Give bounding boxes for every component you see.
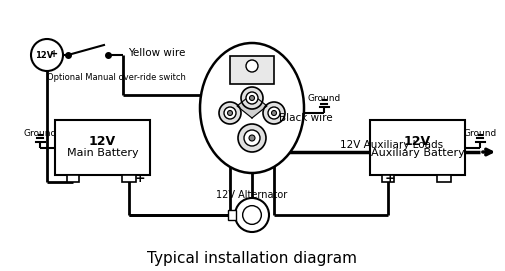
Circle shape: [238, 124, 266, 152]
Circle shape: [272, 111, 277, 115]
Circle shape: [244, 130, 260, 146]
Circle shape: [268, 107, 280, 119]
Circle shape: [249, 95, 255, 101]
Bar: [230, 56, 274, 84]
Bar: [55, 120, 150, 175]
Circle shape: [31, 39, 63, 71]
Bar: [122, 175, 136, 182]
Circle shape: [263, 102, 285, 124]
Text: 12V: 12V: [404, 135, 431, 148]
Circle shape: [235, 198, 269, 232]
Text: 12V Alternator: 12V Alternator: [216, 190, 288, 200]
Text: Ground: Ground: [23, 128, 57, 137]
Circle shape: [227, 111, 232, 115]
Text: 12V Auxiliary Loads: 12V Auxiliary Loads: [340, 140, 443, 150]
Text: Main Battery: Main Battery: [67, 147, 138, 157]
Circle shape: [241, 87, 263, 109]
Ellipse shape: [200, 43, 304, 173]
Circle shape: [249, 135, 255, 141]
Text: Yellow wire: Yellow wire: [128, 48, 185, 58]
Text: +: +: [135, 172, 145, 185]
Circle shape: [242, 206, 262, 224]
Text: Ground: Ground: [464, 128, 496, 137]
Polygon shape: [237, 94, 267, 118]
Bar: [228, 210, 236, 220]
Text: Ground: Ground: [308, 94, 341, 103]
Bar: [382, 175, 394, 182]
Text: Optional Manual over-ride switch: Optional Manual over-ride switch: [47, 73, 186, 82]
Circle shape: [219, 102, 241, 124]
Bar: [370, 120, 465, 175]
Text: 12V: 12V: [35, 50, 53, 60]
Text: +: +: [385, 172, 395, 185]
Text: 12V: 12V: [89, 135, 116, 148]
Circle shape: [246, 92, 258, 104]
Circle shape: [246, 60, 258, 72]
Text: +: +: [50, 49, 58, 59]
Bar: [437, 175, 451, 182]
Text: Black wire: Black wire: [279, 113, 333, 123]
Text: Typical installation diagram: Typical installation diagram: [147, 250, 357, 266]
Circle shape: [224, 107, 236, 119]
Bar: [67, 175, 79, 182]
Text: Auxiliary Battery: Auxiliary Battery: [371, 147, 465, 157]
